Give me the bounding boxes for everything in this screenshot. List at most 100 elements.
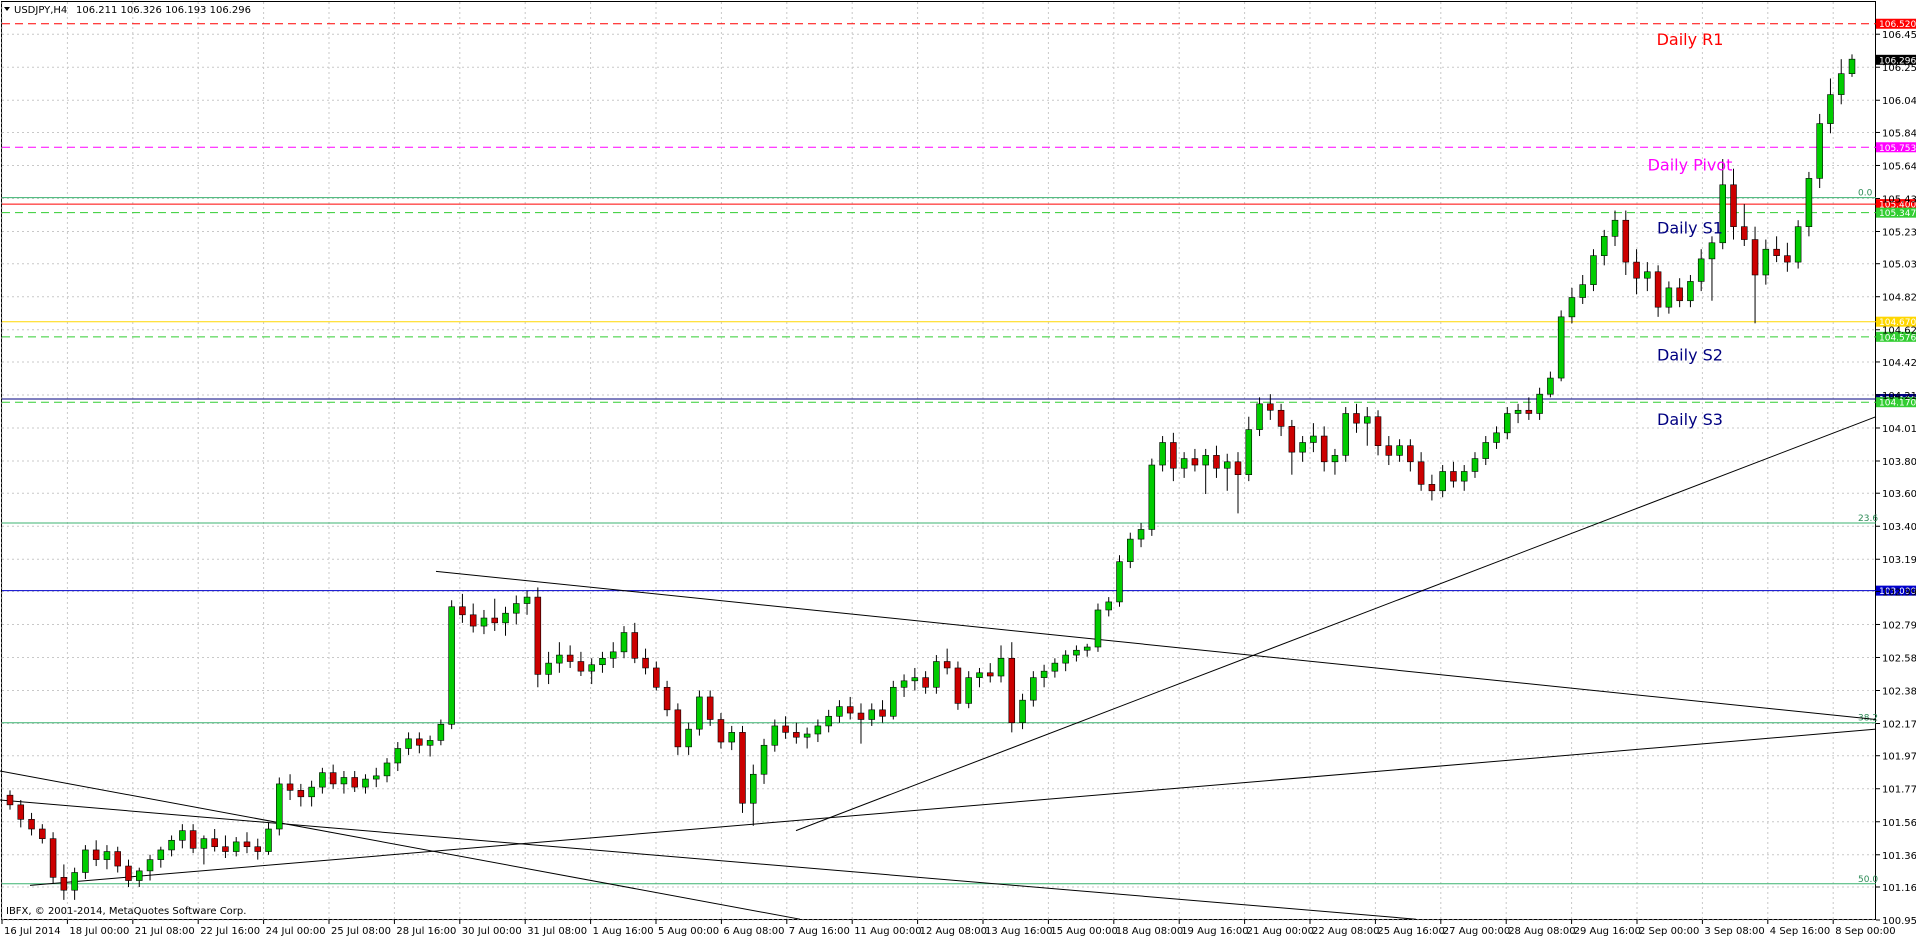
x-tick-label: 7 Aug 16:00 [789, 926, 850, 937]
candle-body [685, 728, 692, 748]
y-tick-label: 104.825 [1882, 293, 1916, 304]
candle-body [351, 777, 358, 788]
level-price-label: 104.670 [1879, 318, 1916, 328]
candle-body [1654, 271, 1662, 308]
candle-body [1116, 561, 1123, 603]
level-price-tag [1876, 397, 1916, 408]
candle-body [1622, 219, 1630, 263]
y-tick-label: 105.640 [1882, 161, 1916, 172]
candle-body [136, 870, 143, 881]
level-price-label: 103.000 [1879, 587, 1916, 597]
trendline [435, 570, 1877, 720]
candle-body [1331, 455, 1339, 463]
candle-body [1665, 287, 1673, 308]
candle-body [1310, 435, 1317, 443]
candle-body [459, 606, 466, 616]
candle-body [1417, 461, 1425, 485]
candle-body [1137, 529, 1145, 540]
y-tick-label: 105.030 [1882, 260, 1916, 271]
candle-body [1837, 73, 1845, 95]
candle-body [1267, 403, 1274, 411]
candle-body [362, 778, 369, 788]
y-tick-label: 106.250 [1882, 63, 1916, 74]
candle-body [922, 677, 929, 688]
candle-body [265, 828, 272, 852]
candle-body [846, 706, 854, 714]
fib-label: 23.6 [1858, 514, 1878, 524]
dropdown-arrow-icon[interactable] [4, 7, 10, 11]
candle-body [1213, 455, 1220, 469]
candle-body [1762, 248, 1770, 276]
candle-body [1590, 255, 1597, 285]
candle-body [545, 662, 552, 675]
y-tick-label: 105.435 [1882, 194, 1916, 205]
candle-body [653, 667, 660, 688]
candle-body [803, 733, 811, 738]
x-tick-label: 19 Aug 16:00 [1181, 926, 1248, 937]
candle-body [1751, 239, 1759, 276]
candle-body [1482, 442, 1490, 459]
candle-body [1536, 393, 1543, 414]
x-tick-label: 8 Sep 00:00 [1835, 926, 1895, 937]
candle-body [1805, 178, 1813, 227]
x-tick-label: 13 Aug 16:00 [985, 926, 1052, 937]
candle-body [879, 709, 886, 717]
candle-body [566, 654, 574, 662]
candle-body [179, 830, 186, 841]
candle-body [394, 748, 402, 764]
candle-body [1450, 471, 1457, 482]
candle-body [114, 851, 121, 867]
candle-body [6, 794, 14, 806]
candle-body [200, 838, 208, 849]
candle-body [728, 732, 735, 743]
x-tick-label: 28 Aug 08:00 [1508, 926, 1575, 937]
candle-body [146, 859, 154, 872]
candle-body [1385, 445, 1393, 456]
candle-body [1234, 461, 1242, 475]
x-tick-label: 16 Jul 2014 [4, 926, 61, 937]
y-tick-label: 104.620 [1882, 326, 1916, 337]
candle-body [1180, 458, 1188, 469]
y-tick-label: 101.770 [1882, 785, 1916, 796]
y-tick-label: 100.955 [1882, 916, 1916, 927]
candle-body [1256, 403, 1263, 430]
candle-body [976, 672, 983, 678]
candle-body [1557, 316, 1565, 379]
candle-body [1288, 426, 1296, 453]
candle-body [997, 657, 1005, 677]
candles [6, 54, 1856, 900]
pivot-label: Daily S1 [1657, 218, 1723, 237]
x-tick-label: 4 Sep 16:00 [1770, 926, 1830, 937]
x-tick-label: 21 Jul 08:00 [135, 926, 195, 937]
level-price-tag [1876, 142, 1916, 153]
candle-body [1019, 699, 1026, 724]
y-tick-label: 102.585 [1882, 653, 1916, 664]
ohlc-readout: 106.211 106.326 106.193 106.296 [76, 5, 251, 16]
candle-body [1471, 458, 1479, 472]
y-tick-label: 103.605 [1882, 489, 1916, 500]
price-axis: 106.455 106.250 106.045 105.845 105.640 105.4… [1876, 30, 1916, 927]
candle-body [1051, 662, 1059, 672]
candle-body [1299, 442, 1306, 453]
candle-body [911, 677, 919, 682]
candle-body [739, 732, 746, 804]
pivot-label: Daily Pivot [1648, 155, 1733, 174]
candle-body [211, 838, 218, 848]
candle-body [1342, 413, 1349, 456]
candle-body [1353, 413, 1360, 424]
candle-body [1094, 609, 1102, 648]
candle-body [534, 596, 542, 675]
x-tick-label: 18 Aug 08:00 [1116, 926, 1183, 937]
candle-body [771, 725, 779, 746]
x-tick-label: 29 Aug 16:00 [1574, 926, 1641, 937]
candle-body [556, 654, 563, 664]
x-tick-label: 5 Aug 00:00 [658, 926, 719, 937]
candle-body [297, 790, 305, 798]
candle-body [1579, 284, 1586, 298]
candle-body [502, 612, 509, 624]
x-tick-label: 30 Jul 00:00 [462, 926, 522, 937]
candle-body [125, 865, 132, 881]
